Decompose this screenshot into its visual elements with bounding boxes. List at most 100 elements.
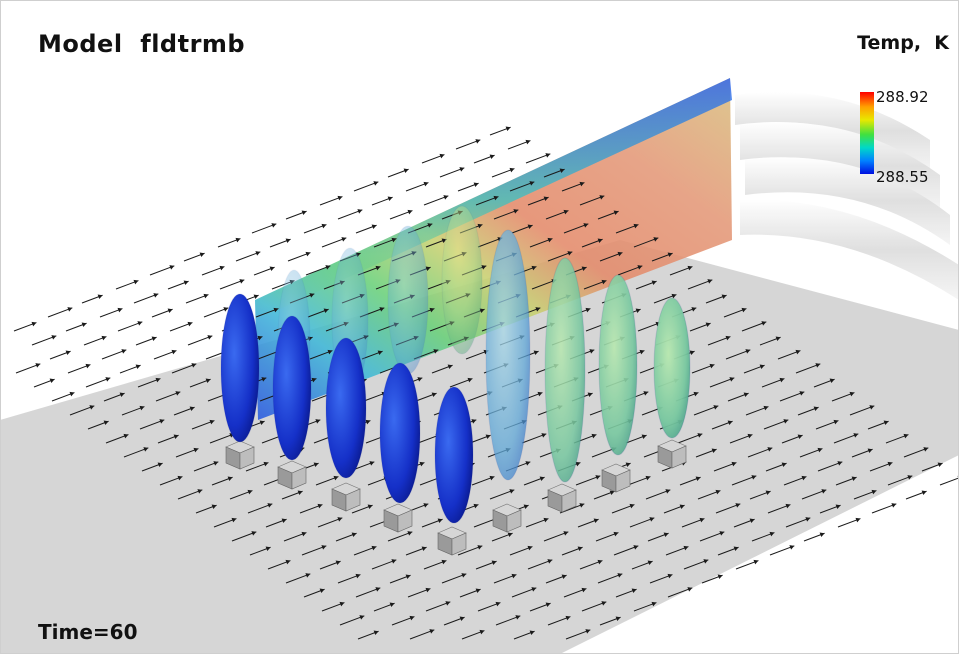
wind-arrow-head bbox=[639, 349, 645, 355]
wind-arrow-head bbox=[545, 153, 551, 158]
wind-arrow-head bbox=[183, 280, 189, 286]
wind-arrow-head bbox=[425, 587, 431, 593]
building-block bbox=[277, 460, 307, 490]
model-title: Model fldtrmb bbox=[38, 30, 246, 58]
grey-contour-bands bbox=[735, 92, 959, 300]
wind-arrow-head bbox=[489, 154, 495, 160]
wind-arrow-head bbox=[51, 335, 57, 340]
wind-arrow-head bbox=[49, 378, 55, 384]
plume-ellipsoid bbox=[441, 205, 483, 355]
building-blocks bbox=[225, 439, 687, 556]
wind-arrow-head bbox=[373, 181, 379, 186]
wind-arrow-head bbox=[563, 531, 569, 536]
wind-arrow-head bbox=[327, 349, 333, 355]
wind-arrow-head bbox=[137, 321, 143, 326]
wind-arrow-head bbox=[403, 168, 409, 174]
wind-arrow-head bbox=[797, 434, 803, 440]
plume-ellipsoid bbox=[653, 297, 691, 439]
legend-title: Temp, K bbox=[857, 32, 949, 54]
wind-arrow-head bbox=[189, 406, 195, 412]
wind-arrow-head bbox=[775, 336, 781, 342]
wind-arrow-head bbox=[643, 391, 649, 396]
wind-arrow-head bbox=[421, 546, 427, 552]
wind-arrow-head bbox=[609, 490, 615, 496]
wind-arrow-head bbox=[417, 377, 423, 382]
wind-arrow-head bbox=[593, 518, 599, 524]
wind-arrow-head bbox=[597, 238, 603, 244]
wind-arrow-head bbox=[341, 237, 347, 242]
wind-arrow-head bbox=[467, 377, 473, 383]
wind-arrow-head bbox=[359, 615, 365, 620]
wind-arrow-head bbox=[597, 559, 603, 565]
wind-arrow-head bbox=[441, 559, 447, 565]
color-scale-bar bbox=[860, 92, 874, 174]
wind-arrow-head bbox=[97, 294, 103, 300]
wind-arrow-head bbox=[253, 294, 259, 300]
wind-arrow-head bbox=[595, 475, 601, 480]
wind-arrow-head bbox=[199, 252, 205, 258]
plume-ellipsoid bbox=[387, 225, 429, 375]
wind-arrow-head bbox=[585, 307, 591, 313]
wind-arrow-head bbox=[629, 503, 635, 509]
plume-ellipsoid bbox=[434, 386, 474, 524]
wind-arrow-head bbox=[697, 433, 703, 438]
wind-arrow-head bbox=[173, 434, 179, 440]
wind-arrow-head bbox=[443, 195, 449, 200]
wind-arrow-head bbox=[251, 531, 257, 536]
wind-arrow-head bbox=[391, 559, 397, 564]
wind-arrow-head bbox=[667, 573, 673, 579]
wind-arrow-head bbox=[705, 322, 711, 328]
wind-arrow-head bbox=[219, 265, 225, 271]
wind-arrow-head bbox=[761, 321, 767, 326]
wind-arrow-head bbox=[709, 363, 715, 369]
wind-arrow-head bbox=[311, 377, 317, 383]
wind-arrow-head bbox=[583, 223, 589, 228]
wind-arrow-head bbox=[779, 377, 785, 383]
wind-arrow-head bbox=[271, 223, 277, 228]
wind-arrow-head bbox=[193, 447, 199, 453]
wind-arrow-head bbox=[523, 504, 529, 510]
wind-arrow-head bbox=[815, 363, 821, 368]
wind-arrow-head bbox=[581, 587, 587, 593]
wind-arrow-head bbox=[741, 307, 747, 313]
building-block bbox=[657, 439, 687, 469]
wind-arrow-head bbox=[707, 279, 713, 284]
wind-arrow-head bbox=[505, 126, 511, 132]
wind-arrow-head bbox=[407, 209, 413, 215]
wind-arrow-head bbox=[425, 266, 431, 272]
wind-arrow-head bbox=[227, 476, 233, 482]
wind-arrow-head bbox=[587, 392, 593, 398]
wind-arrow-head bbox=[799, 391, 805, 396]
wind-arrow-head bbox=[285, 238, 291, 244]
wind-arrow-head bbox=[433, 349, 439, 354]
wind-arrow-head bbox=[625, 462, 631, 468]
wind-arrow-head bbox=[849, 391, 855, 397]
wind-arrow-head bbox=[651, 601, 657, 607]
wind-arrow-head bbox=[687, 587, 693, 592]
wind-arrow-head bbox=[273, 307, 279, 313]
wind-arrow-head bbox=[231, 517, 237, 523]
wind-arrow-head bbox=[835, 504, 841, 510]
wind-arrow-head bbox=[155, 377, 161, 383]
wind-arrow-head bbox=[259, 420, 265, 426]
wind-arrow-head bbox=[651, 280, 657, 286]
wind-arrow-head bbox=[335, 560, 341, 566]
wind-arrow-head bbox=[255, 251, 261, 256]
wind-arrow-head bbox=[891, 503, 897, 508]
wind-arrow-head bbox=[721, 294, 727, 300]
wind-arrow-head bbox=[213, 461, 219, 466]
wind-arrow-head bbox=[641, 434, 647, 440]
wind-arrow-head bbox=[635, 308, 641, 314]
wind-arrow-head bbox=[679, 504, 685, 510]
wind-arrow-head bbox=[485, 434, 491, 440]
wind-arrow-head bbox=[527, 545, 533, 551]
wind-arrow-head bbox=[633, 223, 639, 229]
wind-arrow-head bbox=[601, 601, 607, 606]
wind-arrow-head bbox=[89, 405, 95, 410]
plume-ellipsoid bbox=[598, 274, 638, 456]
wind-arrow-head bbox=[379, 307, 385, 312]
wind-arrow-head bbox=[105, 377, 111, 382]
wind-arrow-head bbox=[837, 461, 843, 466]
wind-arrow-head bbox=[119, 392, 125, 398]
wind-arrow-head bbox=[351, 532, 357, 538]
